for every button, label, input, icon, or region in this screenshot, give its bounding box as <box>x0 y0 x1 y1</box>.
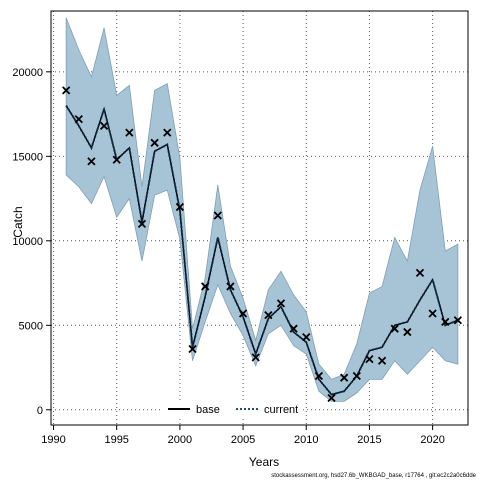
x-tick-label: 2005 <box>231 434 255 446</box>
observed-point <box>377 356 387 365</box>
y-tick-label: 15000 <box>12 151 43 163</box>
observed-point <box>428 309 437 318</box>
observed-point <box>175 202 185 212</box>
x-tick-label: 1990 <box>41 434 65 446</box>
x-tick-label: 2010 <box>294 434 318 446</box>
observed-point <box>264 311 273 320</box>
x-axis-label: Years <box>249 455 279 469</box>
observed-point <box>415 268 425 278</box>
observed-point <box>314 371 324 381</box>
observed-point <box>62 86 71 95</box>
observed-point <box>453 316 463 325</box>
observed-point <box>112 155 121 164</box>
y-axis: 0 5000 10000 15000 20000 <box>12 67 51 417</box>
observed-point <box>226 282 235 291</box>
x-axis: 1990 1995 2000 2005 2010 2015 2020 <box>41 425 445 446</box>
y-tick-label: 5000 <box>19 320 43 332</box>
y-tick-label: 10000 <box>12 236 43 248</box>
series-lines <box>65 105 459 396</box>
legend-current-label: current <box>264 404 298 416</box>
observed-point <box>201 282 210 291</box>
confidence-band-area <box>65 17 459 402</box>
observed-point <box>340 373 349 382</box>
legend: base current <box>160 400 300 418</box>
x-tick-label: 2020 <box>420 434 444 446</box>
observed-point <box>441 317 450 327</box>
observed-point <box>213 211 222 220</box>
observed-markers <box>62 86 463 403</box>
observed-point <box>137 219 147 229</box>
x-tick-label: 2000 <box>168 434 192 446</box>
observed-point <box>327 393 336 403</box>
y-tick-label: 0 <box>37 405 43 417</box>
legend-background <box>160 400 300 418</box>
observed-point <box>390 324 399 333</box>
observed-point <box>352 371 361 381</box>
footer-source: stockassessment.org, hsd27.6b_WKBGAD_bas… <box>271 473 476 479</box>
observed-point <box>99 121 109 131</box>
observed-point <box>302 332 311 342</box>
observed-point <box>238 309 248 318</box>
observed-point <box>365 354 374 364</box>
confidence-band <box>65 17 459 402</box>
observed-point <box>251 353 260 362</box>
x-tick-label: 1995 <box>104 434 128 446</box>
y-tick-label: 20000 <box>12 67 43 79</box>
observed-point <box>125 128 134 137</box>
y-axis-label: Catch <box>11 206 25 237</box>
series-line-current <box>65 105 459 396</box>
observed-point <box>188 344 197 354</box>
observed-point <box>163 128 172 137</box>
observed-point <box>150 138 159 147</box>
observed-point <box>74 115 83 124</box>
observed-point <box>289 324 298 333</box>
observed-point <box>403 327 412 337</box>
legend-base-label: base <box>196 404 220 416</box>
observed-point <box>276 299 286 308</box>
observed-point <box>87 157 96 166</box>
plot-frame <box>50 10 469 426</box>
x-tick-label: 2015 <box>357 434 381 446</box>
